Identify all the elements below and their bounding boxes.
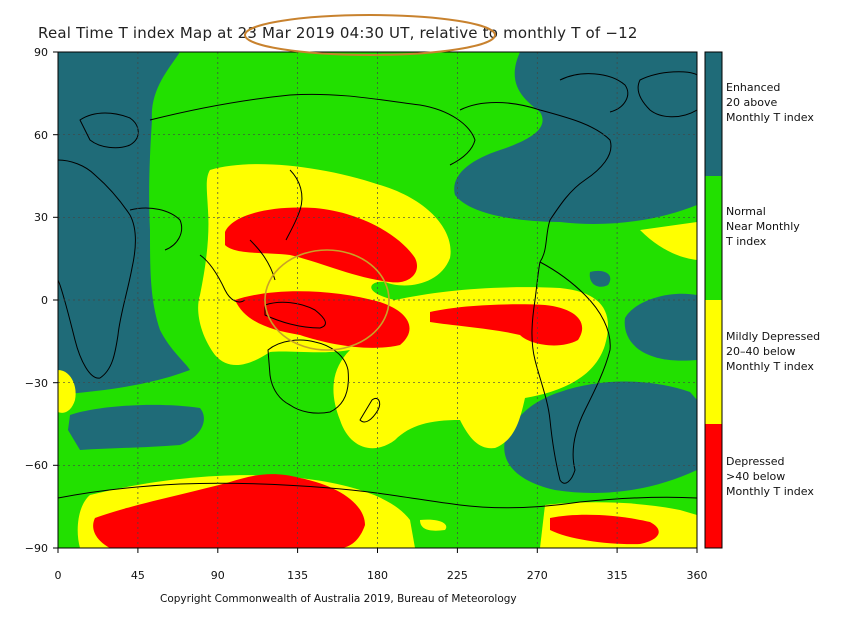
legend-label: 20 above	[726, 96, 777, 109]
legend-label: T index	[725, 235, 767, 248]
legend-label: Monthly T index	[726, 485, 814, 498]
y-tick-label: −90	[25, 542, 48, 555]
legend-swatch-depressed	[705, 424, 722, 548]
y-tick-label: 0	[41, 294, 48, 307]
legend-label: >40 below	[726, 470, 785, 483]
coastlines	[58, 71, 697, 509]
x-tick-label: 90	[211, 569, 225, 582]
x-tick-label: 45	[131, 569, 145, 582]
t-index-map	[58, 52, 697, 548]
legend-swatch-enhanced	[705, 52, 722, 176]
legend-swatch-normal	[705, 176, 722, 300]
legend-label: 20–40 below	[726, 345, 796, 358]
y-axis-labels: 90 60 30 0 −30 −60 −90	[25, 46, 48, 555]
x-tick-label: 270	[527, 569, 548, 582]
x-tick-label: 225	[447, 569, 468, 582]
x-axis-labels: 0 45 90 135 180 225 270 315 360	[55, 569, 708, 582]
graticule	[58, 52, 697, 548]
y-tick-label: −30	[25, 377, 48, 390]
x-tick-label: 180	[367, 569, 388, 582]
legend-frame	[704, 51, 723, 549]
legend-label: Enhanced	[726, 81, 780, 94]
legend-label: Monthly T index	[726, 111, 814, 124]
y-tick-label: 30	[34, 211, 48, 224]
x-tick-label: 135	[287, 569, 308, 582]
map-title: Real Time T index Map at 23 Mar 2019 04:…	[38, 24, 638, 42]
y-tick-label: 60	[34, 129, 48, 142]
y-tick-label: 90	[34, 46, 48, 59]
axis-tick-marks	[53, 51, 698, 553]
y-tick-label: −60	[25, 459, 48, 472]
legend-label: Mildly Depressed	[726, 330, 820, 343]
legend: Enhanced 20 above Monthly T index Normal…	[704, 51, 820, 549]
legend-label: Near Monthly	[726, 220, 800, 233]
x-tick-label: 0	[55, 569, 62, 582]
legend-label: Normal	[726, 205, 766, 218]
copyright-text: Copyright Commonwealth of Australia 2019…	[160, 593, 517, 605]
legend-label: Depressed	[726, 455, 784, 468]
region-highlight-circle	[264, 249, 390, 351]
depressed-regions	[93, 207, 659, 548]
title-highlight-ellipse	[244, 14, 496, 56]
x-tick-label: 360	[687, 569, 708, 582]
legend-label: Monthly T index	[726, 360, 814, 373]
legend-swatch-mildly-depressed	[705, 300, 722, 424]
x-tick-label: 315	[607, 569, 628, 582]
